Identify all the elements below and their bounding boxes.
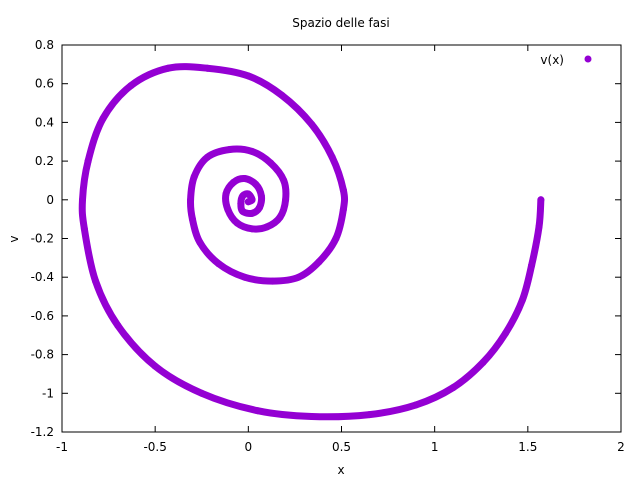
data-point	[449, 383, 457, 391]
axes: -1 -0.5 0 0.5 1 1.5 2-1.2-1-0.8-0.6-0.4-0.200.…	[31, 38, 625, 454]
data-point	[233, 219, 241, 227]
x-tick-label: 2	[617, 440, 625, 454]
data-point	[308, 120, 316, 128]
y-tick-label: -0.4	[31, 270, 54, 284]
data-point	[244, 198, 252, 206]
data-point	[339, 186, 347, 194]
data-point	[248, 147, 256, 155]
y-tick-label: 0.6	[35, 77, 54, 91]
data-point	[315, 258, 323, 266]
data-point	[241, 273, 249, 281]
data-point	[127, 82, 135, 90]
chart-title: Spazio delle fasi	[292, 16, 389, 30]
series-line-vx	[78, 63, 545, 421]
data-point	[518, 296, 526, 304]
data-point	[479, 358, 487, 366]
data-point	[412, 401, 420, 409]
data-point	[203, 153, 211, 161]
data-point	[248, 209, 256, 217]
data-point	[187, 196, 195, 204]
data-point	[535, 223, 543, 231]
plot-area	[78, 63, 545, 421]
y-tick-label: 0.8	[35, 38, 54, 52]
data-point	[328, 153, 336, 161]
data-point	[203, 64, 211, 72]
data-point	[248, 225, 256, 233]
data-point	[226, 145, 234, 153]
legend: v(x)	[540, 53, 592, 67]
data-point	[241, 175, 249, 183]
data-point	[339, 205, 347, 213]
x-tick-label: 0.5	[332, 440, 351, 454]
x-tick-label: 1.5	[518, 440, 537, 454]
data-point	[151, 362, 159, 370]
data-point	[280, 176, 288, 184]
data-point	[308, 413, 316, 421]
data-point	[276, 213, 284, 221]
y-tick-label: 0.2	[35, 154, 54, 168]
y-tick-label: 0.4	[35, 115, 54, 129]
y-tick-label: -1.2	[31, 425, 54, 439]
data-point	[252, 180, 260, 188]
data-point	[239, 207, 247, 215]
data-point	[257, 192, 265, 200]
data-point	[254, 407, 262, 415]
data-point	[84, 157, 92, 165]
y-tick-label: 0	[46, 193, 54, 207]
data-point	[224, 205, 232, 213]
data-point	[188, 215, 196, 223]
data-point	[501, 329, 509, 337]
data-point	[114, 322, 122, 330]
data-point	[190, 173, 198, 181]
data-point	[528, 262, 536, 270]
data-point	[239, 192, 247, 200]
y-tick-label: -0.8	[31, 348, 54, 362]
data-point	[256, 204, 264, 212]
data-point	[196, 238, 204, 246]
data-point	[80, 225, 88, 233]
data-point	[267, 159, 275, 167]
data-point	[537, 196, 545, 204]
data-point	[237, 200, 245, 208]
data-point	[78, 196, 86, 204]
x-tick-label: -1	[56, 440, 68, 454]
x-tick-label: 0	[245, 440, 253, 454]
data-point	[215, 260, 223, 268]
y-axis-label: v	[7, 235, 21, 242]
data-point	[164, 64, 172, 72]
data-point	[282, 196, 290, 204]
data-point	[198, 389, 206, 397]
x-tick-label: 1	[431, 440, 439, 454]
data-point	[269, 277, 277, 285]
data-point	[263, 223, 271, 231]
data-point	[365, 411, 373, 419]
y-tick-label: -0.6	[31, 309, 54, 323]
y-tick-label: -1	[42, 386, 54, 400]
data-point	[92, 277, 100, 285]
x-axis-label: x	[337, 463, 344, 477]
data-point	[222, 190, 230, 198]
data-point	[244, 190, 252, 198]
legend-marker-vx	[584, 55, 592, 63]
data-point	[229, 178, 237, 186]
y-tick-label: -0.2	[31, 232, 54, 246]
data-point	[332, 235, 340, 242]
x-tick-label: -0.5	[143, 440, 166, 454]
data-point	[278, 91, 286, 99]
data-point	[295, 273, 303, 281]
data-point	[244, 72, 252, 80]
legend-label-vx: v(x)	[540, 53, 564, 67]
data-point	[99, 115, 107, 123]
